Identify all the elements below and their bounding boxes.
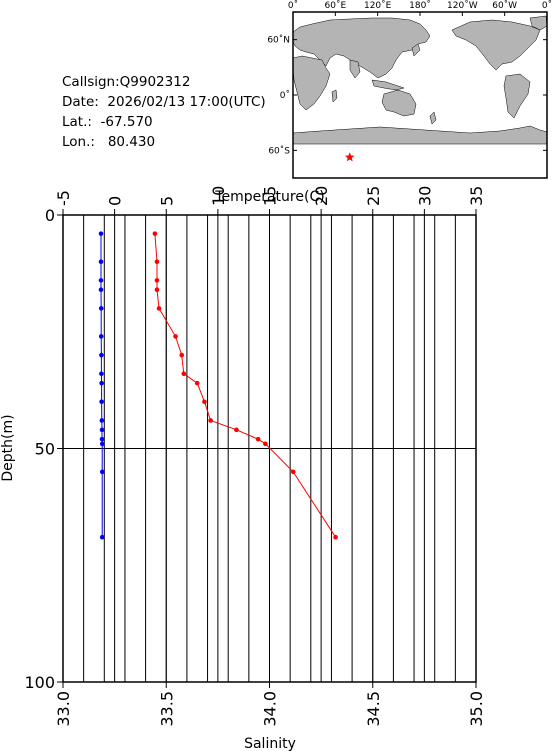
temperature-data-point (173, 334, 178, 339)
map-longitude-label: 0˚ (542, 0, 552, 11)
salinity-series-line (100, 233, 103, 538)
station-star-marker (345, 152, 355, 162)
map-longitude-labels: 0˚ 60˚E 120˚E 180˚ 120˚W 60˚W 0˚ (288, 0, 552, 11)
salinity-data-point (98, 278, 104, 283)
salinity-tick-label: 33.0 (54, 691, 73, 727)
temperature-data-point (154, 278, 160, 283)
temperature-tick-label: 35 (467, 186, 486, 206)
depth-axis-title: Depth(m) (0, 414, 16, 481)
salinity-data-point (99, 380, 104, 386)
depth-tick-label: 50 (35, 440, 55, 459)
salinity-data-point (98, 287, 104, 293)
map-longitude-label: 60˚W (492, 0, 517, 11)
salinity-data-point (99, 436, 105, 442)
salinity-data-point (99, 352, 104, 358)
station-marker-layer (345, 152, 355, 162)
temperature-data-point (181, 371, 187, 377)
longitude-label: Lon.: 80.430 (62, 134, 156, 150)
salinity-data-point (98, 306, 104, 311)
map-latitude-label: 60˚N (267, 35, 290, 46)
temperature-tick-label: 10 (209, 186, 228, 206)
indonesia-landmass (371, 79, 405, 91)
temperature-tick-label: -5 (54, 190, 73, 206)
salinity-tick-label: 34.0 (261, 691, 280, 727)
date-label: Date: 2026/02/13 17:00(UTC) (62, 94, 266, 110)
latitude-label: Lat.: -67.570 (62, 114, 153, 130)
map-longitude-label: 120˚W (447, 0, 478, 11)
temperature-data-point (154, 259, 160, 265)
temperature-data-point (333, 534, 338, 540)
south-america-landmass (503, 73, 531, 119)
temperature-tick-label: 25 (364, 186, 383, 206)
greenland-landmass (529, 15, 548, 31)
map-land (292, 15, 548, 145)
temperature-data-point (156, 306, 162, 311)
temperature-tick-label: 5 (157, 196, 176, 206)
temperature-data-point (208, 418, 213, 423)
new-zealand-landmass (429, 111, 437, 125)
temperature-data-point (154, 287, 160, 293)
temperature-data-point (194, 380, 200, 386)
map-longitude-label: 180˚ (409, 0, 431, 11)
australia-landmass (381, 89, 417, 117)
salinity-data-point (98, 334, 104, 339)
temperature-axis-title: Temperature(C) (214, 189, 324, 205)
callsign-label: Callsign:Q9902312 (62, 74, 191, 90)
salinity-tick-label: 33.5 (157, 691, 176, 727)
eurasia-landmass (292, 17, 431, 79)
salinity-data-point (98, 231, 104, 236)
salinity-tick-label: 35.0 (467, 691, 486, 727)
salinity-data-point (99, 441, 105, 447)
salinity-data-point (99, 469, 105, 475)
map-longitude-label: 120˚E (364, 0, 392, 11)
africa-landmass (292, 55, 331, 111)
depth-tick-label: 100 (24, 673, 55, 692)
india-landmass (349, 59, 361, 79)
salinity-data-point (99, 534, 105, 540)
chart-series (98, 231, 338, 540)
salinity-data-point (99, 399, 104, 405)
temperature-tick-label: 30 (415, 186, 434, 206)
temperature-data-point (234, 427, 239, 433)
salinity-data-point (99, 418, 105, 423)
temperature-data-point (255, 436, 261, 442)
salinity-data-point (99, 371, 104, 377)
temperature-data-point (263, 441, 268, 447)
salinity-data-point (98, 259, 104, 265)
north-america-landmass (451, 19, 541, 71)
japan-landmass (411, 43, 421, 57)
salinity-data-point (99, 427, 105, 433)
map-latitude-labels: 60˚N 0˚ 60˚S (267, 35, 290, 157)
map-latitude-label: 60˚S (268, 145, 290, 156)
world-map: 0˚ 60˚E 120˚E 180˚ 120˚W 60˚W 0˚ 60˚N 0˚ 60˚S (267, 0, 552, 179)
temperature-data-point (202, 399, 207, 405)
map-longitude-label: 60˚E (325, 0, 347, 11)
temperature-data-point (152, 231, 158, 236)
temperature-tick-label: 0 (106, 196, 125, 206)
temperature-tick-label: 15 (261, 186, 280, 206)
salinity-tick-label: 34.5 (364, 691, 383, 727)
madagascar-landmass (331, 89, 338, 103)
map-longitude-label: 0˚ (288, 0, 298, 11)
map-latitude-label: 0˚ (280, 90, 290, 101)
temperature-tick-label: 20 (312, 186, 331, 206)
salinity-axis-title: Salinity (244, 736, 296, 751)
temperature-data-point (290, 469, 296, 475)
depth-tick-label: 0 (45, 206, 55, 225)
station-info: Callsign:Q9902312 Date: 2026/02/13 17:00… (62, 72, 266, 152)
temperature-data-point (179, 352, 185, 358)
temperature-series-line (154, 233, 337, 538)
map-frame-ticks (292, 12, 548, 151)
